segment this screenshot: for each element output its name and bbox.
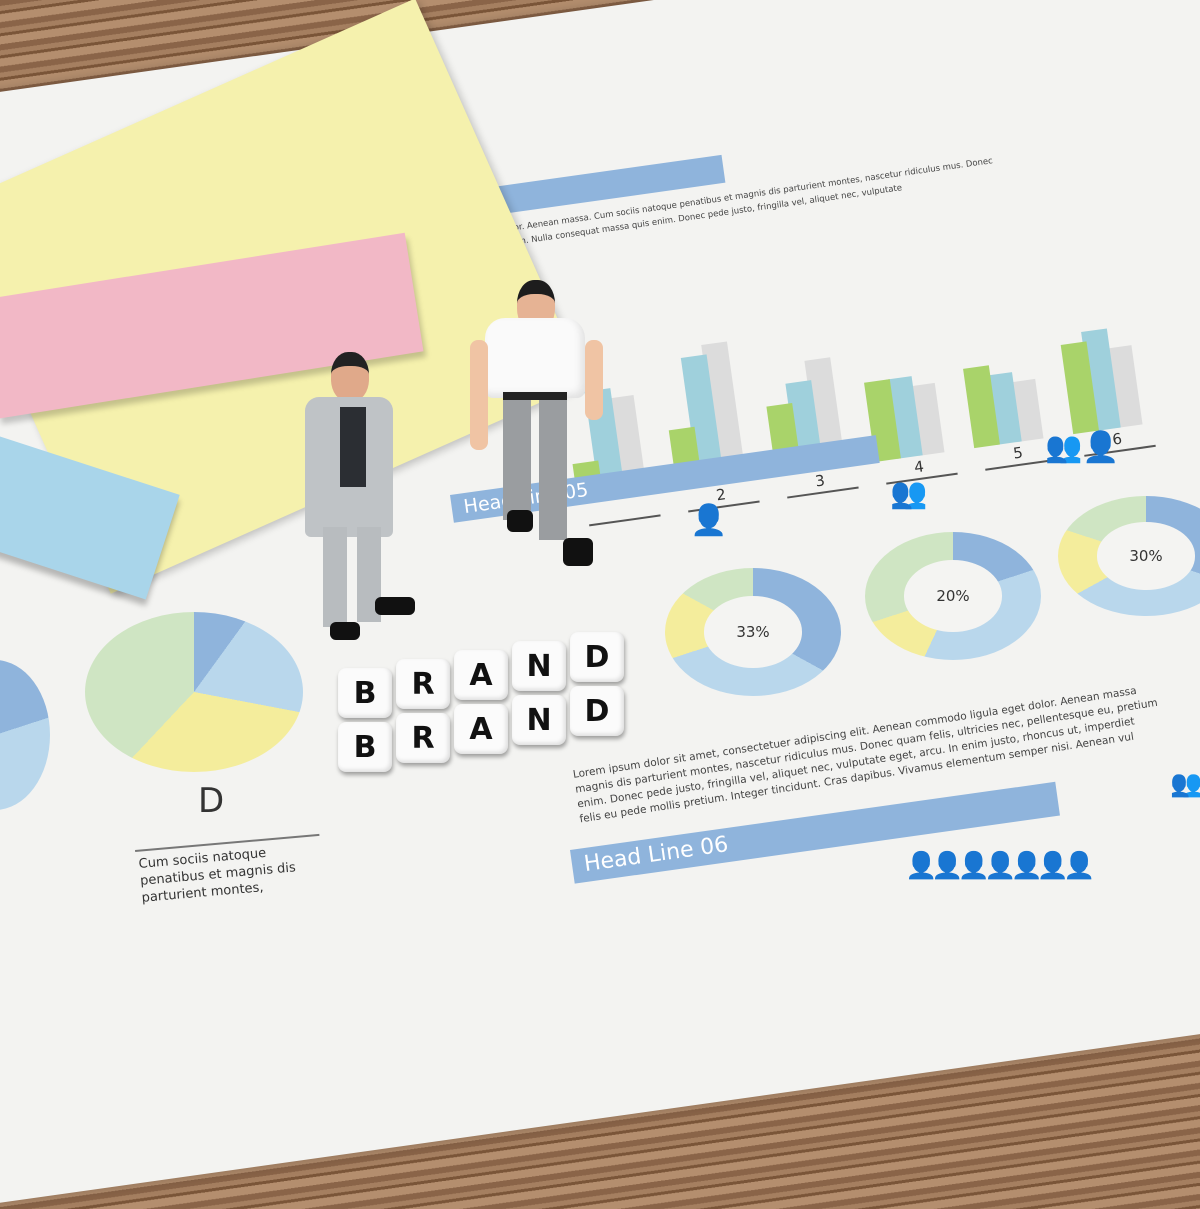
letter-block: R (396, 713, 450, 763)
group-label: 4 (913, 457, 926, 477)
donut-chart: 33% (665, 568, 841, 696)
people-icon: 👥 (1170, 769, 1200, 799)
people-row-icon: 👤👤👤👤👤👤👤 (905, 851, 1096, 881)
arm (470, 340, 488, 450)
letter-block: R (396, 659, 450, 709)
people-icon: 👥 (890, 476, 928, 511)
figurine-suit (285, 352, 415, 652)
letter-block: D (570, 686, 624, 736)
head (331, 352, 369, 402)
letter-block: A (454, 650, 508, 700)
shoe (507, 510, 533, 532)
letter-block: B (338, 668, 392, 718)
donut-chart: 20% (865, 532, 1041, 660)
person-icon: 👤 (690, 503, 728, 538)
arm (585, 340, 603, 420)
shoe (330, 622, 360, 640)
pie-chart-partial (0, 660, 50, 810)
donut-label: 30% (1096, 522, 1196, 590)
people-icon: 👥👤 (1045, 430, 1120, 465)
shoe (375, 597, 415, 615)
group-label: 2 (715, 485, 727, 505)
vest (340, 407, 366, 487)
letter-block: N (512, 695, 566, 745)
letter-block: D (570, 632, 624, 682)
letter-block: B (338, 722, 392, 772)
figurine-shirt (465, 280, 610, 570)
section-letter: D (198, 781, 225, 821)
belt (503, 392, 567, 400)
shoe (563, 538, 593, 566)
letter-block: A (454, 704, 508, 754)
leg (503, 400, 531, 520)
donut-label: 20% (903, 560, 1003, 632)
group-label: 5 (1012, 443, 1025, 463)
pie-chart (85, 612, 303, 772)
letter-block: N (512, 641, 566, 691)
leg (539, 400, 567, 540)
donut-label: 33% (703, 596, 803, 668)
body-paragraph: Lorem ipsum dolor sit amet, consectetuer… (572, 681, 1163, 827)
white-shirt (485, 318, 585, 398)
donut-chart: 30% (1058, 496, 1200, 616)
leg (323, 527, 347, 627)
group-label: 3 (814, 471, 827, 491)
